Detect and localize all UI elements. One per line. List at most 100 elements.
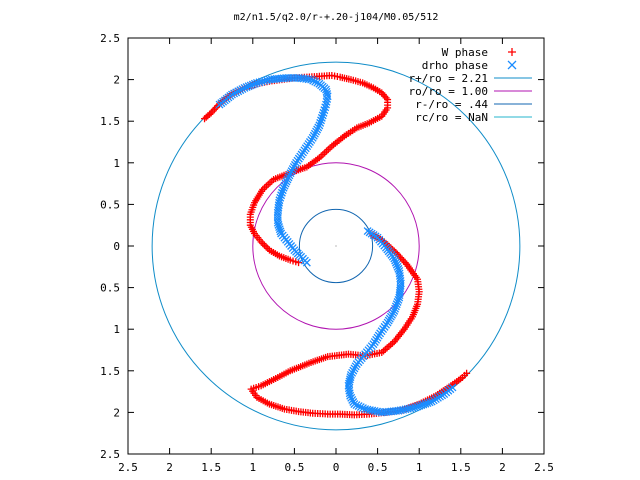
data-point (317, 113, 326, 122)
x-tick-label: 2 (166, 461, 173, 474)
data-point (423, 399, 432, 407)
data-point (316, 118, 325, 127)
data-point (311, 77, 320, 86)
y-tick-label: 2.5 (100, 32, 120, 45)
data-point (289, 163, 298, 171)
data-point (391, 258, 400, 267)
y-tick-label: 1.5 (100, 115, 120, 128)
x-tick-label: 2 (499, 461, 506, 474)
data-point (286, 169, 295, 178)
data-point (250, 79, 259, 88)
data-point (282, 177, 291, 186)
data-point (391, 302, 400, 311)
x-tick-label: 1.5 (451, 461, 471, 474)
data-point (421, 399, 430, 408)
y-tick-label: 1.5 (100, 365, 120, 378)
data-point (324, 145, 332, 153)
data-point (275, 225, 284, 234)
x-tick-label: 1 (249, 461, 256, 474)
data-point (393, 262, 402, 271)
y-tick-label: 1 (113, 157, 120, 170)
data-point (358, 404, 367, 413)
x-tick-label: 0.5 (284, 461, 304, 474)
data-point (463, 369, 471, 377)
data-point (246, 81, 255, 90)
data-point (288, 165, 297, 173)
data-point (292, 158, 301, 167)
data-point (319, 150, 327, 158)
y-tick-label: 0.5 (100, 282, 120, 295)
x-tick-label: 0.5 (368, 461, 388, 474)
data-point (285, 171, 294, 180)
data-point (257, 238, 265, 246)
data-point (279, 183, 288, 192)
data-point (392, 260, 401, 269)
data-point (354, 402, 363, 411)
data-point (313, 78, 322, 87)
data-point (257, 77, 266, 86)
data-point (400, 257, 408, 265)
data-point (281, 179, 290, 188)
x-tick-label: 1.5 (201, 461, 221, 474)
data-point (228, 90, 236, 99)
legend-label: r+/ro = 2.21 (409, 72, 488, 85)
data-point (312, 127, 320, 136)
data-point (346, 391, 355, 400)
data-point (352, 360, 361, 369)
data-point (287, 167, 296, 176)
data-point (425, 398, 434, 407)
x-tick-label: 2.5 (534, 461, 554, 474)
circle-series-4 (298, 208, 374, 284)
data-point (232, 88, 241, 97)
data-point (309, 131, 318, 140)
data-point (280, 181, 289, 190)
data-point (206, 110, 214, 118)
data-point (276, 227, 285, 236)
data-point (278, 186, 287, 195)
data-point (408, 403, 417, 412)
data-point (392, 300, 401, 309)
data-point (395, 293, 404, 302)
x-tick-label: 2.5 (118, 461, 138, 474)
data-point (401, 259, 409, 267)
data-point (315, 121, 324, 130)
data-point (322, 100, 330, 109)
center-dot (335, 245, 337, 247)
data-point (345, 389, 354, 398)
data-point (320, 106, 329, 115)
data-point (393, 298, 402, 306)
data-point (264, 244, 272, 252)
data-point (319, 108, 328, 117)
data-point (314, 123, 323, 132)
data-point (253, 78, 261, 87)
chart-title: m2/n1.5/q2.0/r-+.20-j104/M0.05/512 (234, 12, 439, 23)
circle-series-3 (252, 162, 420, 330)
data-point (394, 295, 403, 304)
data-point (302, 258, 311, 267)
data-point (275, 223, 284, 231)
data-point (234, 87, 243, 96)
data-point (304, 75, 313, 84)
data-point (322, 147, 330, 155)
data-point (321, 149, 329, 157)
data-point (277, 191, 286, 200)
data-point (260, 76, 269, 85)
data-point (448, 383, 457, 392)
data-point (238, 85, 247, 93)
legend-label: ro/ro = 1.00 (409, 85, 488, 98)
data-point (236, 86, 245, 95)
data-point (240, 83, 249, 92)
axis-ticks: 2.5 2 1.5 1 0.5 0 0.5 1 1.5 2 2.52.521.510.500.511… (100, 32, 554, 474)
data-point (290, 160, 299, 169)
data-point (255, 78, 264, 87)
data-point (307, 75, 315, 84)
data-point (321, 103, 330, 112)
data-point (417, 401, 426, 410)
legend-marker (507, 60, 517, 70)
data-point (283, 175, 292, 184)
data-point (391, 256, 400, 265)
data-point (350, 400, 359, 409)
legend-label: r-/ro = .44 (415, 98, 488, 111)
data-point (230, 89, 239, 98)
